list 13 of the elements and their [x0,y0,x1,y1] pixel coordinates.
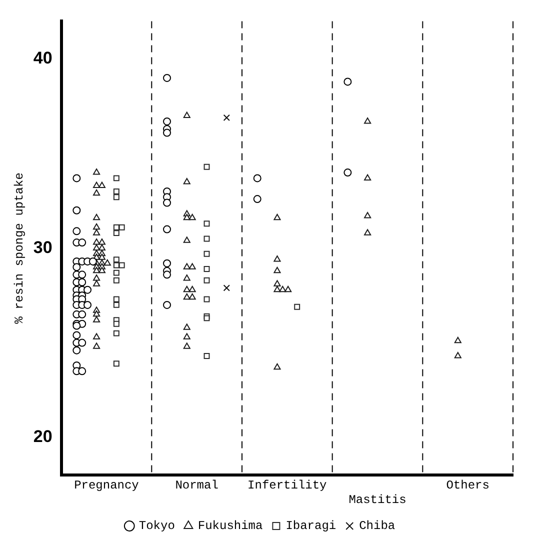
x-tick-label: Mastitis [348,492,406,507]
y-tick-label: 20 [33,427,52,446]
legend-label: Tokyo [138,519,175,534]
x-tick-label: Others [446,478,490,493]
x-tick-label: Pregnancy [74,478,139,493]
y-tick-label: 40 [33,48,52,68]
legend-label: Chiba [359,519,396,534]
x-tick-label: Infertility [248,478,327,493]
legend-label: Fukushima [198,519,263,534]
y-tick-label: 30 [33,238,52,257]
legend-label: Ibaragi [286,519,336,534]
x-tick-label: Normal [175,478,218,493]
y-axis-title: % resin sponge uptake [12,172,26,324]
